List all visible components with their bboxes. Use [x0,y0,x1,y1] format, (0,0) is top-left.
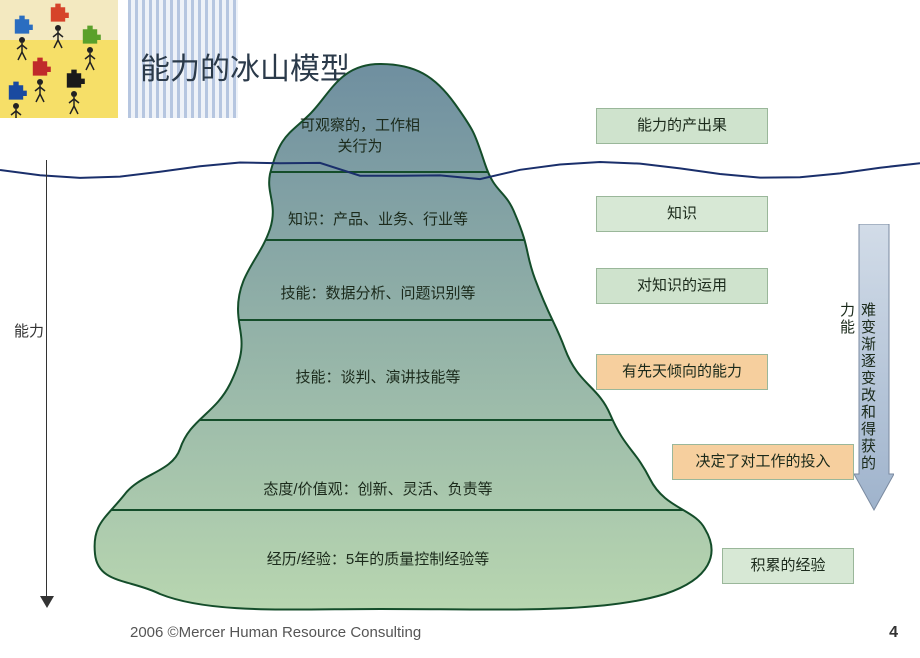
iceberg-layer-text: 技能：谈判、演讲技能等 [258,366,498,387]
iceberg-layer-text: 态度/价值观：创新、灵活、负责等 [258,478,498,499]
difficulty-arrow-text: 难变渐逐变改和得获的力能 [858,302,878,480]
iceberg-layer-text: 知识：产品、业务、行业等 [258,208,498,229]
axis-label: 能力 [14,320,44,341]
page-number: 4 [889,624,898,642]
category-label: 有先天倾向的能力 [596,354,768,390]
axis-line [46,160,47,600]
category-label: 决定了对工作的投入 [672,444,854,480]
axis-arrow-icon [40,596,54,608]
iceberg-layer-text: 可观察的，工作相 关行为 [240,114,480,156]
category-label: 积累的经验 [722,548,854,584]
iceberg-layer-text: 技能：数据分析、问题识别等 [258,282,498,303]
category-label: 知识 [596,196,768,232]
water-line [0,150,920,190]
slide: 能力的冰山模型 可观察的，工作相 关行为知识：产品、业务、行业等技能：数据分析、… [0,0,920,658]
iceberg-layer-text: 经历/经验：5年的质量控制经验等 [258,548,498,569]
category-label: 对知识的运用 [596,268,768,304]
footer-text: 2006 ©Mercer Human Resource Consulting [130,624,421,641]
category-label: 能力的产出果 [596,108,768,144]
